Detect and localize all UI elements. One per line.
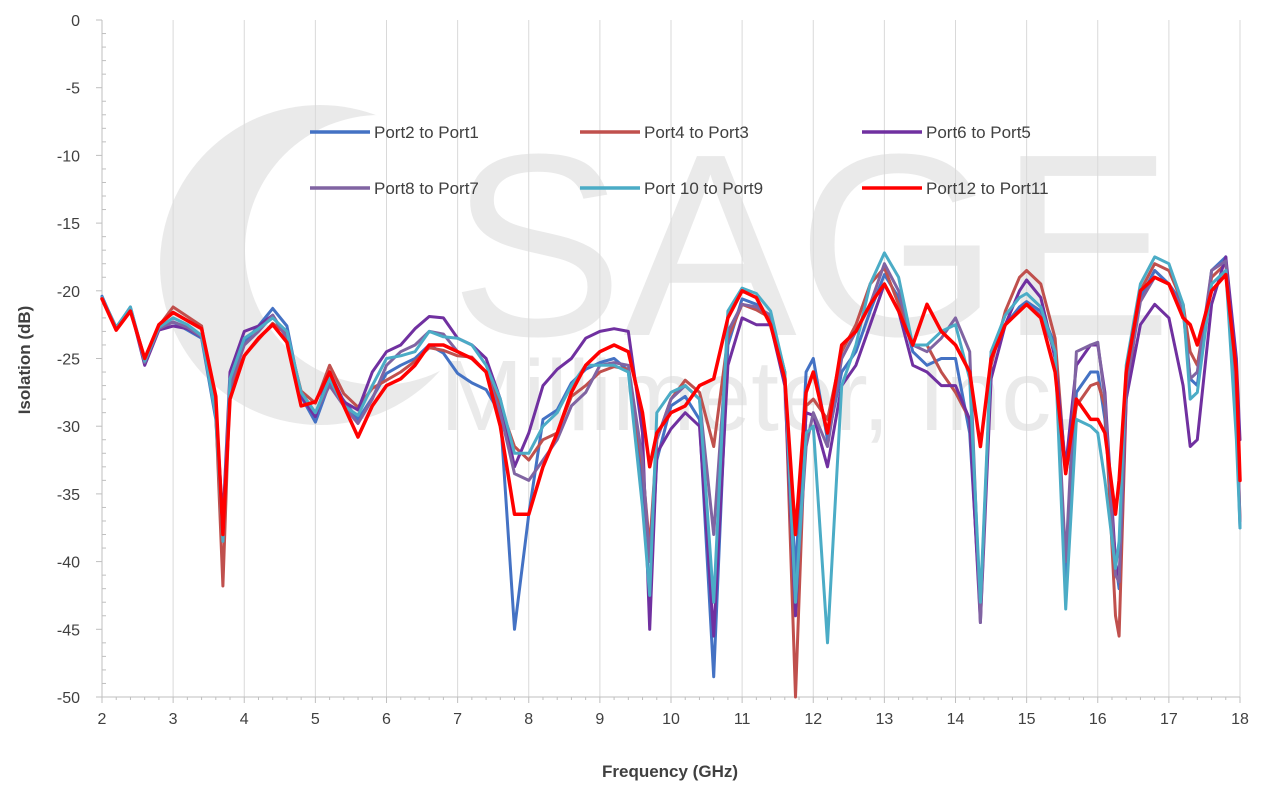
legend: Port2 to Port1 Port4 to Port3 Port6 to Por… [310, 123, 1049, 198]
legend-label: Port2 to Port1 [374, 123, 479, 142]
legend-label: Port4 to Port3 [644, 123, 749, 142]
x-axis-title: Frequency (GHz) [602, 762, 738, 781]
series-lines [100, 251, 1242, 699]
legend-label: Port12 to Port11 [926, 179, 1049, 198]
x-tick-label: 13 [875, 711, 893, 728]
legend-item-5: Port 10 to Port9 [580, 179, 763, 198]
x-tick-label: 12 [804, 711, 822, 728]
y-tick-label: 0 [71, 13, 80, 30]
x-tick-label: 18 [1231, 711, 1249, 728]
y-tick-label: -15 [57, 216, 80, 233]
x-tick-label: 6 [382, 711, 391, 728]
y-tick-label: -5 [66, 81, 80, 98]
legend-label: Port8 to Port7 [374, 179, 479, 198]
y-tick-label: -50 [57, 690, 80, 707]
x-tick-label: 9 [595, 711, 604, 728]
x-tick-label: 15 [1018, 711, 1036, 728]
x-tick-label: 10 [662, 711, 680, 728]
x-tick-label: 11 [734, 711, 751, 728]
y-tick-label: -45 [57, 622, 80, 639]
x-tick-label: 14 [947, 711, 965, 728]
series-line-5 [100, 251, 1242, 645]
legend-label: Port6 to Port5 [926, 123, 1031, 142]
x-tick-label: 3 [169, 711, 178, 728]
x-tick-label: 7 [453, 711, 462, 728]
legend-label: Port 10 to Port9 [644, 179, 763, 198]
y-tick-label: -35 [57, 487, 80, 504]
y-tick-label: -10 [57, 148, 80, 165]
x-tick-label: 8 [524, 711, 533, 728]
y-tick-label: -40 [57, 555, 80, 572]
legend-item-3: Port6 to Port5 [862, 123, 1031, 142]
series-line-6 [100, 272, 1242, 537]
x-tick-label: 2 [98, 711, 107, 728]
legend-item-2: Port4 to Port3 [580, 123, 749, 142]
legend-item-6: Port12 to Port11 [862, 179, 1049, 198]
gridlines [172, 20, 1241, 697]
x-tick-label: 16 [1089, 711, 1107, 728]
x-tick-label: 5 [311, 711, 320, 728]
y-tick-label: -30 [57, 419, 80, 436]
axes: 0 -5 -10 -15 -20 -25 -30 -35 -40 -45 -50 2 3 4 5 6 7 8 9 10… [57, 13, 1249, 728]
x-tick-label: 17 [1160, 711, 1178, 728]
y-axis-title: Isolation (dB) [15, 306, 34, 415]
legend-item-4: Port8 to Port7 [310, 179, 479, 198]
x-tick-label: 4 [240, 711, 249, 728]
y-tick-label: -20 [57, 284, 80, 301]
y-tick-label: -25 [57, 352, 80, 369]
legend-item-1: Port2 to Port1 [310, 123, 479, 142]
